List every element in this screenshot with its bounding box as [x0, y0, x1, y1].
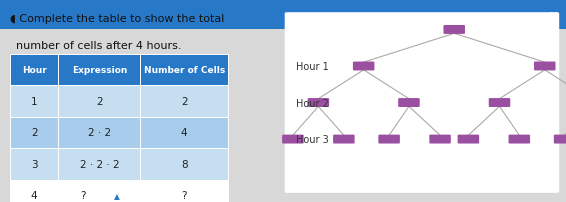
Bar [58, 148, 140, 180]
Bar [10, 55, 58, 86]
Text: ◖ Complete the table to show the total: ◖ Complete the table to show the total [10, 14, 225, 24]
Text: v: v [550, 10, 558, 20]
Bar [140, 148, 228, 180]
FancyBboxPatch shape [534, 62, 555, 71]
FancyBboxPatch shape [429, 135, 451, 144]
Text: ?: ? [80, 190, 85, 200]
Text: 1: 1 [31, 97, 37, 106]
FancyBboxPatch shape [333, 135, 354, 144]
Bar [58, 55, 140, 86]
Bar [10, 180, 58, 202]
Bar [140, 117, 228, 148]
Text: Hour: Hour [22, 66, 46, 75]
FancyBboxPatch shape [398, 99, 420, 107]
FancyBboxPatch shape [285, 13, 559, 193]
Bar [0, 0, 566, 30]
FancyBboxPatch shape [378, 135, 400, 144]
Text: Expression: Expression [72, 66, 127, 75]
Text: Number of Cells: Number of Cells [144, 66, 225, 75]
Text: Hour 2: Hour 2 [296, 98, 329, 108]
Bar [10, 117, 58, 148]
Text: ▲: ▲ [114, 191, 121, 200]
Bar [58, 117, 140, 148]
Text: 3: 3 [31, 159, 37, 169]
Bar [140, 86, 228, 117]
Text: number of cells after 4 hours.: number of cells after 4 hours. [16, 40, 181, 50]
Bar [140, 180, 228, 202]
Text: 2 · 2: 2 · 2 [88, 128, 111, 138]
FancyBboxPatch shape [308, 99, 329, 107]
Text: Hour 3: Hour 3 [296, 134, 329, 144]
Text: 8: 8 [181, 159, 187, 169]
Text: 2: 2 [31, 128, 37, 138]
FancyBboxPatch shape [444, 26, 465, 35]
Text: 2: 2 [96, 97, 102, 106]
Bar [140, 55, 228, 86]
FancyBboxPatch shape [457, 135, 479, 144]
Text: ?: ? [182, 190, 187, 200]
Bar [58, 86, 140, 117]
Bar [10, 148, 58, 180]
Bar [10, 86, 58, 117]
Text: 4: 4 [181, 128, 187, 138]
FancyBboxPatch shape [282, 135, 304, 144]
FancyBboxPatch shape [554, 135, 566, 144]
Text: 2: 2 [181, 97, 187, 106]
FancyBboxPatch shape [488, 99, 511, 107]
Text: 2 · 2 · 2: 2 · 2 · 2 [79, 159, 119, 169]
FancyBboxPatch shape [353, 62, 375, 71]
Text: Hour 1: Hour 1 [296, 62, 329, 72]
Bar [58, 180, 140, 202]
Text: 4: 4 [31, 190, 37, 200]
FancyBboxPatch shape [508, 135, 530, 144]
